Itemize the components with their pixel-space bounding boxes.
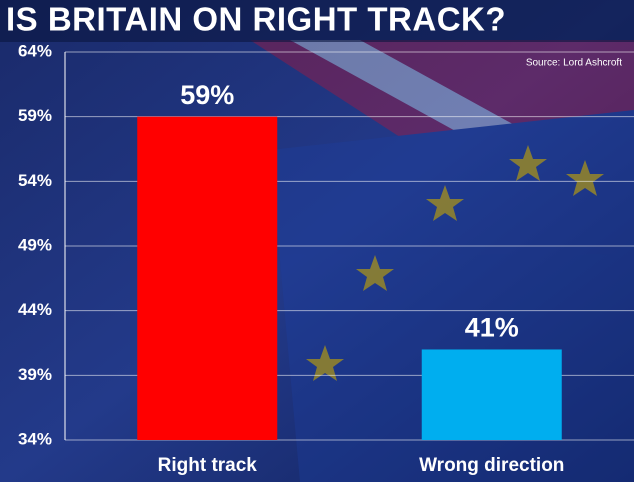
value-label: 59% xyxy=(180,80,234,110)
value-label: 41% xyxy=(465,313,519,343)
decor-star xyxy=(426,185,464,221)
y-tick-label: 64% xyxy=(18,41,52,60)
decor-star xyxy=(509,145,547,181)
flag-stripe xyxy=(250,40,634,150)
x-tick-label: Wrong direction xyxy=(419,455,564,476)
decor-star xyxy=(566,160,604,196)
y-tick-label: 39% xyxy=(18,365,52,384)
y-tick-label: 54% xyxy=(18,171,52,190)
title-band xyxy=(0,0,634,42)
y-tick-label: 59% xyxy=(18,106,52,125)
chart-title: IS BRITAIN ON RIGHT TRACK? xyxy=(6,1,506,38)
x-tick-label: Right track xyxy=(158,455,258,476)
stars xyxy=(306,145,604,381)
bar xyxy=(137,116,278,441)
y-tick-label: 44% xyxy=(18,300,52,319)
y-tick-label: 49% xyxy=(18,235,52,254)
decor-star xyxy=(306,345,344,381)
decor-star xyxy=(356,255,394,291)
flag-stripe xyxy=(290,40,560,150)
source: Source: Lord Ashcroft xyxy=(526,58,622,69)
y-tick-label: 34% xyxy=(18,429,52,448)
bar xyxy=(421,349,562,440)
